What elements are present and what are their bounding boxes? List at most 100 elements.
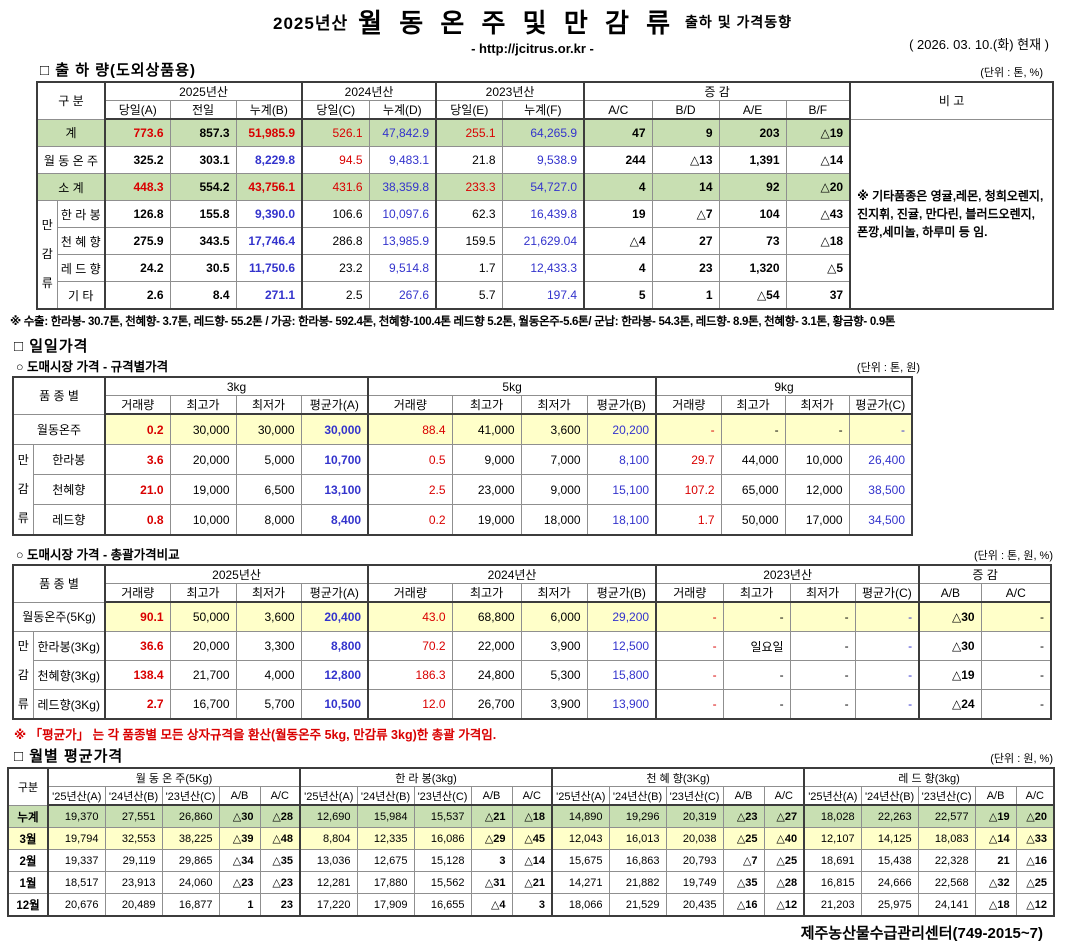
- cell: 64,265.9: [501, 118, 586, 147]
- cell: 11,750.6: [235, 254, 304, 282]
- table-row: 월동온주 0.2 30,000 30,000 30,000 88.4 41,000 3,600…: [12, 413, 913, 445]
- col-header: 누계(D): [368, 100, 438, 120]
- cell: 15,675: [551, 849, 610, 873]
- table-row: 만 감 류 한라봉(3Kg) 36.6 20,000 3,300 8,800 70.2 22,…: [12, 630, 1052, 720]
- row-label: 3월: [7, 827, 49, 851]
- cell: 12,690: [299, 804, 358, 829]
- cell: △16: [1015, 849, 1055, 873]
- cell: 197.4: [501, 281, 586, 310]
- report-date: ( 2026. 03. 10.(화) 현재 ): [909, 37, 1049, 52]
- col-header-variety: 품 종 별: [12, 376, 107, 415]
- cell: 32,553: [104, 827, 163, 851]
- cell: △25: [722, 827, 765, 851]
- cell: △14: [511, 849, 554, 873]
- cell: 20,200: [586, 413, 658, 445]
- cell: 275.9: [104, 227, 171, 255]
- cell: △30: [918, 630, 982, 662]
- price-overall-table: 품 종 별 2025년산 2024년산 2023년산 증 감 거래량 최고가 최…: [12, 564, 1052, 721]
- cell: 26,860: [161, 804, 220, 829]
- col-header: '24년산(B): [104, 786, 163, 807]
- shipment-unit-label: (단위 : 톤, %): [980, 67, 1043, 79]
- cell: -: [854, 630, 921, 662]
- cell: 38,500: [848, 474, 913, 505]
- cell: 20,038: [665, 827, 724, 851]
- cell: 2.7: [104, 689, 171, 720]
- cell: 17,220: [299, 893, 358, 917]
- cell: 47: [583, 118, 653, 147]
- cell: △7: [722, 849, 765, 873]
- col-header: 거래량: [104, 395, 171, 415]
- report-header: 2025년산 월 동 온 주 및 만 감 류 출하 및 가격동향 - http://…: [0, 3, 1065, 56]
- table-row: 만 감 류 한라봉 3.6 20,000 5,000 10,700 0.5 9,000 7,00…: [12, 444, 913, 536]
- header-row: 구분 월 동 온 주(5Kg) 한 라 봉(3kg) 천 혜 향(3Kg) 레 …: [7, 767, 1055, 806]
- cell: 13,985.9: [368, 227, 438, 255]
- cell: 5,300: [520, 660, 588, 691]
- cell: 8,800: [300, 630, 370, 662]
- byspec-unit-label: (단위 : 톤, 원): [856, 362, 920, 374]
- col-header: '23년산(C): [917, 786, 976, 807]
- cell: 12,675: [356, 849, 415, 873]
- cell: 106.6: [301, 200, 370, 228]
- col-header: '23년산(C): [161, 786, 220, 807]
- col-group-change: 증 감: [583, 81, 852, 101]
- row-label: 기 타: [56, 281, 107, 310]
- cell: △18: [974, 893, 1017, 917]
- col-header: A/C: [511, 786, 554, 807]
- cell: 5,700: [235, 689, 302, 720]
- cell: -: [980, 660, 1052, 691]
- cell: 10,097.6: [368, 200, 438, 228]
- cell: 2.5: [367, 474, 453, 505]
- cell: 16,439.8: [501, 200, 586, 228]
- cell: 19,000: [451, 504, 522, 536]
- cell: 50,000: [169, 601, 237, 632]
- cell: 22,328: [917, 849, 976, 873]
- cell: 8,100: [586, 444, 658, 475]
- cell: 62.3: [435, 200, 503, 228]
- cell: 19,794: [47, 827, 106, 851]
- cell: △18: [785, 227, 852, 255]
- cell: 9,538.9: [501, 146, 586, 174]
- cell: 21.8: [435, 146, 503, 174]
- cell: 30,000: [300, 413, 370, 445]
- cell: -: [655, 601, 724, 632]
- cell: 9: [651, 118, 720, 147]
- row-label: 1월: [7, 871, 49, 895]
- cell: 857.3: [169, 118, 237, 147]
- cell: 3,900: [520, 689, 588, 720]
- col-group-2024: 2024년산: [301, 81, 438, 101]
- row-label: 2월: [7, 849, 49, 873]
- overall-unit-label: (단위 : 톤, 원, %): [974, 550, 1053, 562]
- cell: △19: [785, 118, 852, 147]
- cell: 47,842.9: [368, 118, 438, 147]
- cell: 15,800: [586, 660, 658, 691]
- cell: 21,882: [608, 871, 667, 895]
- cell: 22,568: [917, 871, 976, 895]
- col-header: 평균가(B): [586, 583, 658, 603]
- col-header: 당일(E): [435, 100, 503, 120]
- header-row: '25년산(A) '24년산(B) '23년산(C) A/B A/C '25년산…: [8, 786, 1055, 807]
- page-title: 월 동 온 주 및 만 감 류: [358, 8, 676, 38]
- cell: 9,000: [520, 474, 588, 505]
- col-header: 평균가(C): [848, 395, 913, 415]
- table-row: 천혜향(3Kg) 138.4 21,700 4,000 12,800 186.3 24,80…: [13, 660, 1052, 691]
- cell: 3: [511, 893, 554, 917]
- cell: 24.2: [104, 254, 171, 282]
- cell: 448.3: [104, 173, 171, 201]
- cell: 186.3: [367, 660, 453, 691]
- col-header: 거래량: [367, 395, 453, 415]
- cell: -: [848, 413, 913, 445]
- cell: △19: [918, 660, 982, 691]
- cell: -: [854, 601, 921, 632]
- cell: △34: [218, 849, 261, 873]
- cell: 34,500: [848, 504, 913, 536]
- cell: 37: [785, 281, 852, 310]
- col-header: 최저가: [520, 583, 588, 603]
- cell: 431.6: [301, 173, 370, 201]
- cell: 6,000: [520, 601, 588, 632]
- cell: △30: [918, 601, 982, 632]
- header-row: 당일(A) 전일 누계(B) 당일(C) 누계(D) 당일(E) 누계(F) A…: [37, 100, 1053, 120]
- cell: 22,577: [917, 804, 976, 829]
- cell: 27: [651, 227, 720, 255]
- col-header: 평균가(B): [586, 395, 658, 415]
